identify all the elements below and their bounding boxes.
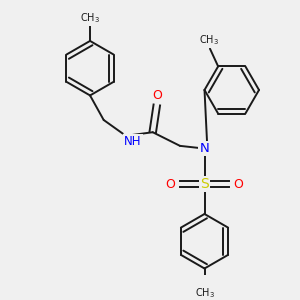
Text: O: O: [234, 178, 244, 190]
Text: CH$_3$: CH$_3$: [199, 34, 219, 47]
Text: O: O: [166, 178, 176, 190]
Text: S: S: [200, 177, 209, 191]
Text: CH$_3$: CH$_3$: [80, 11, 100, 25]
Text: NH: NH: [124, 135, 142, 148]
Text: CH$_3$: CH$_3$: [194, 286, 214, 300]
Text: O: O: [152, 89, 162, 102]
Text: N: N: [200, 142, 209, 155]
